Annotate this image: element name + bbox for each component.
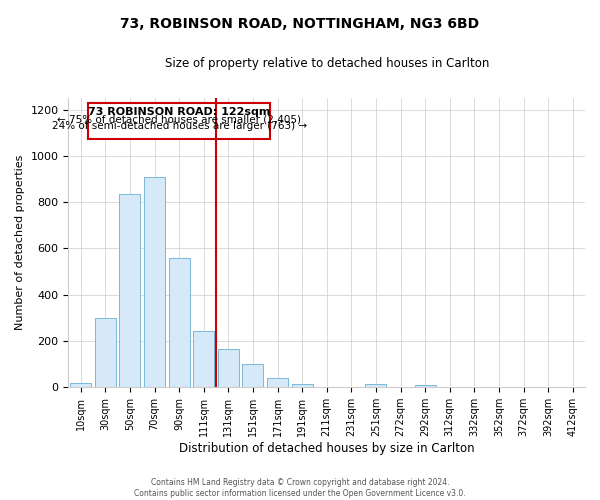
Bar [365, 384, 386, 387]
Bar [70, 382, 91, 387]
Bar [218, 349, 239, 387]
Y-axis label: Number of detached properties: Number of detached properties [15, 155, 25, 330]
Text: Contains HM Land Registry data © Crown copyright and database right 2024.
Contai: Contains HM Land Registry data © Crown c… [134, 478, 466, 498]
Bar [242, 364, 263, 387]
Bar [95, 318, 116, 387]
Bar [267, 378, 288, 387]
Text: 73 ROBINSON ROAD: 122sqm: 73 ROBINSON ROAD: 122sqm [88, 107, 270, 117]
X-axis label: Distribution of detached houses by size in Carlton: Distribution of detached houses by size … [179, 442, 475, 455]
Text: 73, ROBINSON ROAD, NOTTINGHAM, NG3 6BD: 73, ROBINSON ROAD, NOTTINGHAM, NG3 6BD [121, 18, 479, 32]
Bar [292, 384, 313, 387]
Bar [119, 194, 140, 387]
Text: ← 75% of detached houses are smaller (2,405): ← 75% of detached houses are smaller (2,… [57, 114, 301, 124]
Title: Size of property relative to detached houses in Carlton: Size of property relative to detached ho… [164, 58, 489, 70]
FancyBboxPatch shape [88, 102, 270, 139]
Bar [193, 330, 214, 387]
Bar [415, 385, 436, 387]
Bar [144, 176, 165, 387]
Text: 24% of semi-detached houses are larger (763) →: 24% of semi-detached houses are larger (… [52, 121, 307, 131]
Bar [169, 258, 190, 387]
